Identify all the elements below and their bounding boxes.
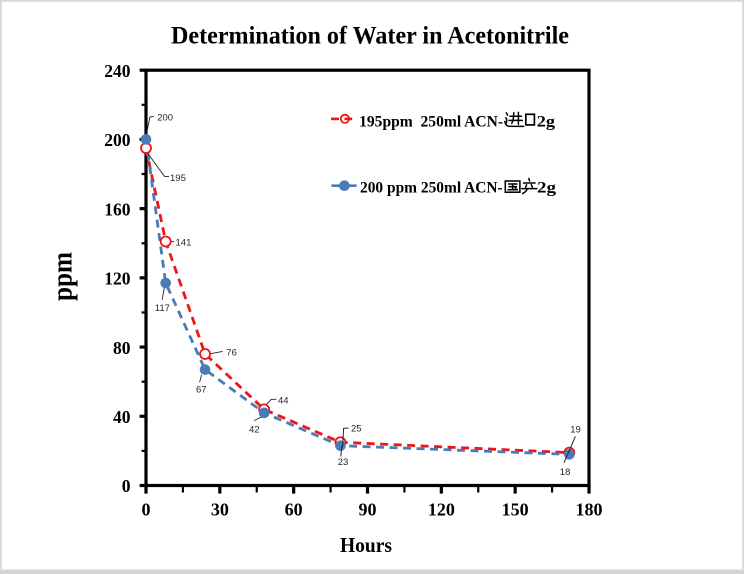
svg-text:180: 180: [576, 499, 603, 519]
svg-text:30: 30: [211, 499, 229, 519]
svg-text:80: 80: [113, 338, 131, 358]
svg-text:195: 195: [170, 173, 186, 184]
svg-text:19: 19: [570, 425, 581, 436]
svg-text:42: 42: [249, 424, 260, 435]
svg-text:200 ppm 250ml ACN-: 200 ppm 250ml ACN-: [360, 180, 503, 197]
svg-text:60: 60: [285, 499, 303, 519]
svg-text:2g: 2g: [537, 113, 555, 130]
svg-text:18: 18: [560, 467, 571, 478]
svg-text:76: 76: [226, 348, 237, 359]
svg-text:ppm: ppm: [48, 252, 79, 301]
svg-text:150: 150: [502, 499, 529, 519]
svg-text:200: 200: [104, 130, 131, 150]
svg-text:Determination of Water in Acet: Determination of Water in Acetonitrile: [171, 21, 569, 50]
svg-text:67: 67: [196, 385, 207, 396]
svg-text:25: 25: [351, 424, 362, 435]
svg-text:0: 0: [142, 499, 151, 519]
svg-text:117: 117: [155, 303, 170, 314]
svg-text:120: 120: [428, 499, 455, 519]
svg-text:44: 44: [278, 395, 289, 406]
svg-text:40: 40: [113, 407, 131, 427]
svg-text:200: 200: [157, 112, 173, 123]
svg-text:195ppm 250ml ACN-: 195ppm 250ml ACN-: [359, 113, 503, 130]
svg-text:23: 23: [338, 457, 349, 468]
svg-text:160: 160: [104, 199, 131, 219]
svg-text:120: 120: [104, 269, 131, 289]
svg-text:240: 240: [104, 61, 131, 81]
svg-text:90: 90: [359, 499, 377, 519]
svg-text:Hours: Hours: [340, 533, 392, 557]
svg-text:0: 0: [122, 476, 131, 496]
svg-text:141: 141: [176, 237, 192, 248]
svg-text:2g: 2g: [537, 180, 556, 197]
